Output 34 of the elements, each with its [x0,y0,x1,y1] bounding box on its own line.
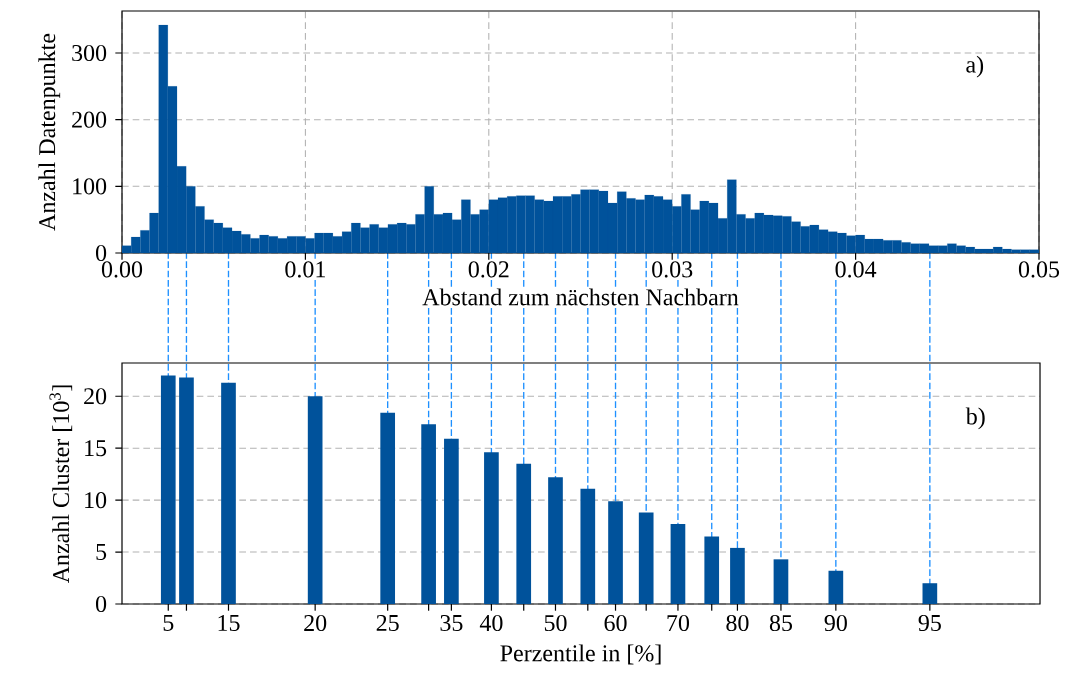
x-tick-label: 0.05 [1018,261,1060,278]
annotation: 90 [824,614,847,632]
x-tick-label: 0.04 [835,261,877,278]
y-tick-label: 20 [84,388,107,405]
y-tick-label: 300 [72,44,107,62]
y-tick-label: 0 [95,595,107,613]
annotation: 85 [769,614,793,632]
y-axis-title: Anzahl Datenpunkte [38,33,61,231]
annotation: 40 [479,614,503,632]
annotation: 25 [376,614,399,632]
annotation: a) [966,55,984,78]
annotation: 80 [726,614,749,632]
y-tick-label: 10 [85,492,107,509]
y-tick-label: 15 [85,440,107,457]
annotation: 35 [440,614,463,632]
y-tick-label: 0 [95,244,107,262]
annotation: 60 [604,614,627,632]
x-tick-label: 0.02 [468,261,509,278]
annotation: b) [965,407,985,430]
annotation: 20 [304,614,327,632]
x-axis-title: Perzentile in [%] [500,644,661,665]
annotation: 70 [667,614,690,632]
annotation: 50 [544,614,567,632]
x-tick-label: 0.00 [101,261,143,278]
annotation: 95 [918,614,941,632]
y-axis-title: Anzahl Cluster [10$^{3}$] [49,385,73,584]
x-axis-title: Abstand zum nächsten Nachbarn [422,288,739,306]
x-tick-label: 0.01 [285,261,325,278]
y-tick-label: 5 [96,544,107,561]
annotation: 15 [218,614,240,632]
y-tick-label: 100 [73,178,107,195]
y-tick-label: 200 [72,111,107,128]
annotation: 5 [163,614,174,631]
x-tick-label: 0.03 [652,261,693,278]
